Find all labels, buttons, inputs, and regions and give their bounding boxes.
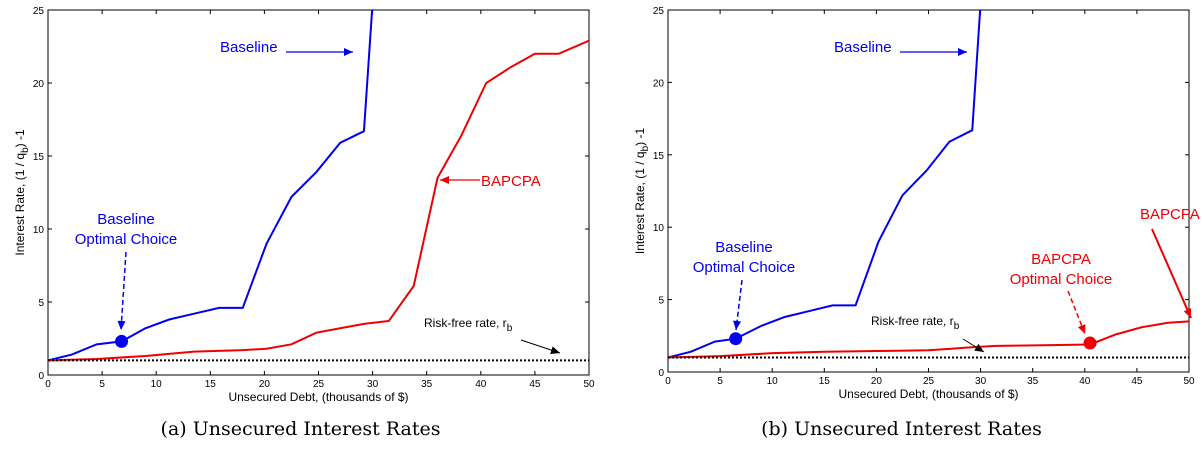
baseline-choice-label-1: Baseline bbox=[97, 211, 155, 228]
series-line-bapcpa bbox=[48, 39, 589, 362]
riskfree-label: Risk-free rate, rb bbox=[871, 314, 960, 332]
bapcpa-arrow-shaft bbox=[1151, 228, 1192, 319]
y-tick-label: 5 bbox=[658, 296, 664, 307]
x-tick-label: 25 bbox=[923, 376, 935, 387]
caption-a: (a) Unsecured Interest Rates bbox=[160, 418, 441, 440]
x-tick-label: 45 bbox=[1131, 376, 1143, 387]
interest-rate-chart-a: 0 5 10 15 20 25 30 35 40 45 500510152025Unsecured … bbox=[13, 6, 595, 404]
bapcpa-choice-arrow-head bbox=[1077, 324, 1086, 334]
baseline-choice-arrow-head bbox=[117, 320, 126, 330]
series-line-baseline bbox=[668, 10, 982, 359]
x-tick-label: 30 bbox=[367, 379, 379, 390]
bapcpa-label: BAPCPA bbox=[481, 173, 541, 190]
x-tick-label: 40 bbox=[475, 379, 487, 390]
optimal-choice-marker-baseline bbox=[115, 334, 129, 348]
y-tick-label: 25 bbox=[653, 6, 665, 17]
baseline-arrow-head bbox=[344, 48, 353, 56]
baseline-label: Baseline bbox=[220, 39, 278, 56]
riskfree-arrow-head bbox=[550, 346, 560, 354]
baseline-arrow-head bbox=[958, 48, 967, 56]
chart-panel-b: 0 5 10 15 20 25 30 35 40 45 50 0 5 10 15 20 25 Unsecured … bbox=[601, 0, 1202, 461]
bapcpa-choice-label-2: Optimal Choice bbox=[1010, 271, 1113, 288]
x-tick-label: 35 bbox=[421, 379, 433, 390]
baseline-choice-label-2: Optimal Choice bbox=[75, 231, 178, 248]
x-tick-label: 50 bbox=[583, 379, 595, 390]
baseline-choice-arrow-shaft bbox=[120, 251, 127, 331]
chart-panel-a: 0 5 10 15 20 25 30 35 40 45 50 0 5 10 15 20 25 Unsecured … bbox=[13, 6, 595, 440]
y-tick-label: 25 bbox=[33, 6, 45, 17]
plot-frame bbox=[47, 9, 590, 376]
riskfree-arrow-head bbox=[974, 343, 984, 352]
y-tick-label: 20 bbox=[33, 79, 45, 90]
bapcpa-label: BAPCPA bbox=[1140, 206, 1200, 223]
y-tick-label: 20 bbox=[653, 78, 665, 89]
bapcpa-choice-label-1: BAPCPA bbox=[1031, 251, 1091, 268]
y-axis-label: Interest Rate, (1 / qb) -1 bbox=[13, 129, 31, 256]
optimal-choice-marker-bapcpa bbox=[1083, 336, 1097, 350]
x-tick-label: 50 bbox=[1183, 376, 1195, 387]
series-line-baseline bbox=[48, 10, 374, 362]
caption-b: (b) Unsecured Interest Rates bbox=[761, 418, 1042, 440]
y-tick-label: 0 bbox=[658, 368, 664, 379]
y-tick-label: 15 bbox=[33, 152, 45, 163]
riskfree-label: Risk-free rate, rb bbox=[424, 316, 513, 334]
x-tick-label: 5 bbox=[99, 379, 105, 390]
x-tick-label: 10 bbox=[151, 379, 163, 390]
y-tick-label: 10 bbox=[653, 223, 665, 234]
x-axis-label: Unsecured Debt, (thousands of $) bbox=[228, 390, 408, 404]
optimal-choice-marker-baseline bbox=[729, 332, 743, 346]
y-axis-label: Interest Rate, (1 / qb) -1 bbox=[633, 128, 651, 255]
x-tick-label: 10 bbox=[767, 376, 779, 387]
x-tick-label: 45 bbox=[529, 379, 541, 390]
x-axis-label: Unsecured Debt, (thousands of $) bbox=[838, 387, 1018, 401]
bapcpa-arrow-head bbox=[440, 176, 449, 184]
bapcpa-arrow-head bbox=[1183, 308, 1192, 318]
series-line-bapcpa bbox=[668, 320, 1189, 359]
baseline-choice-label-2: Optimal Choice bbox=[693, 259, 796, 276]
y-tick-label: 0 bbox=[38, 371, 44, 382]
x-tick-label: 20 bbox=[871, 376, 883, 387]
x-tick-label: 15 bbox=[819, 376, 831, 387]
baseline-choice-arrow-head bbox=[733, 320, 742, 330]
baseline-label: Baseline bbox=[834, 39, 892, 56]
x-tick-label: 5 bbox=[717, 376, 723, 387]
x-tick-label: 0 bbox=[665, 376, 671, 387]
x-tick-label: 35 bbox=[1027, 376, 1039, 387]
x-tick-label: 40 bbox=[1079, 376, 1091, 387]
x-tick-label: 25 bbox=[313, 379, 325, 390]
y-tick-label: 10 bbox=[33, 225, 45, 236]
baseline-choice-label-1: Baseline bbox=[715, 239, 773, 256]
y-tick-label: 5 bbox=[38, 298, 44, 309]
x-tick-label: 20 bbox=[259, 379, 271, 390]
y-tick-label: 15 bbox=[653, 151, 665, 162]
x-tick-label: 30 bbox=[975, 376, 987, 387]
interest-rate-chart-b: 0 5 10 15 20 25 30 35 40 45 500510152025Unsecured … bbox=[633, 6, 1200, 401]
x-tick-label: 15 bbox=[205, 379, 217, 390]
x-tick-label: 0 bbox=[45, 379, 51, 390]
